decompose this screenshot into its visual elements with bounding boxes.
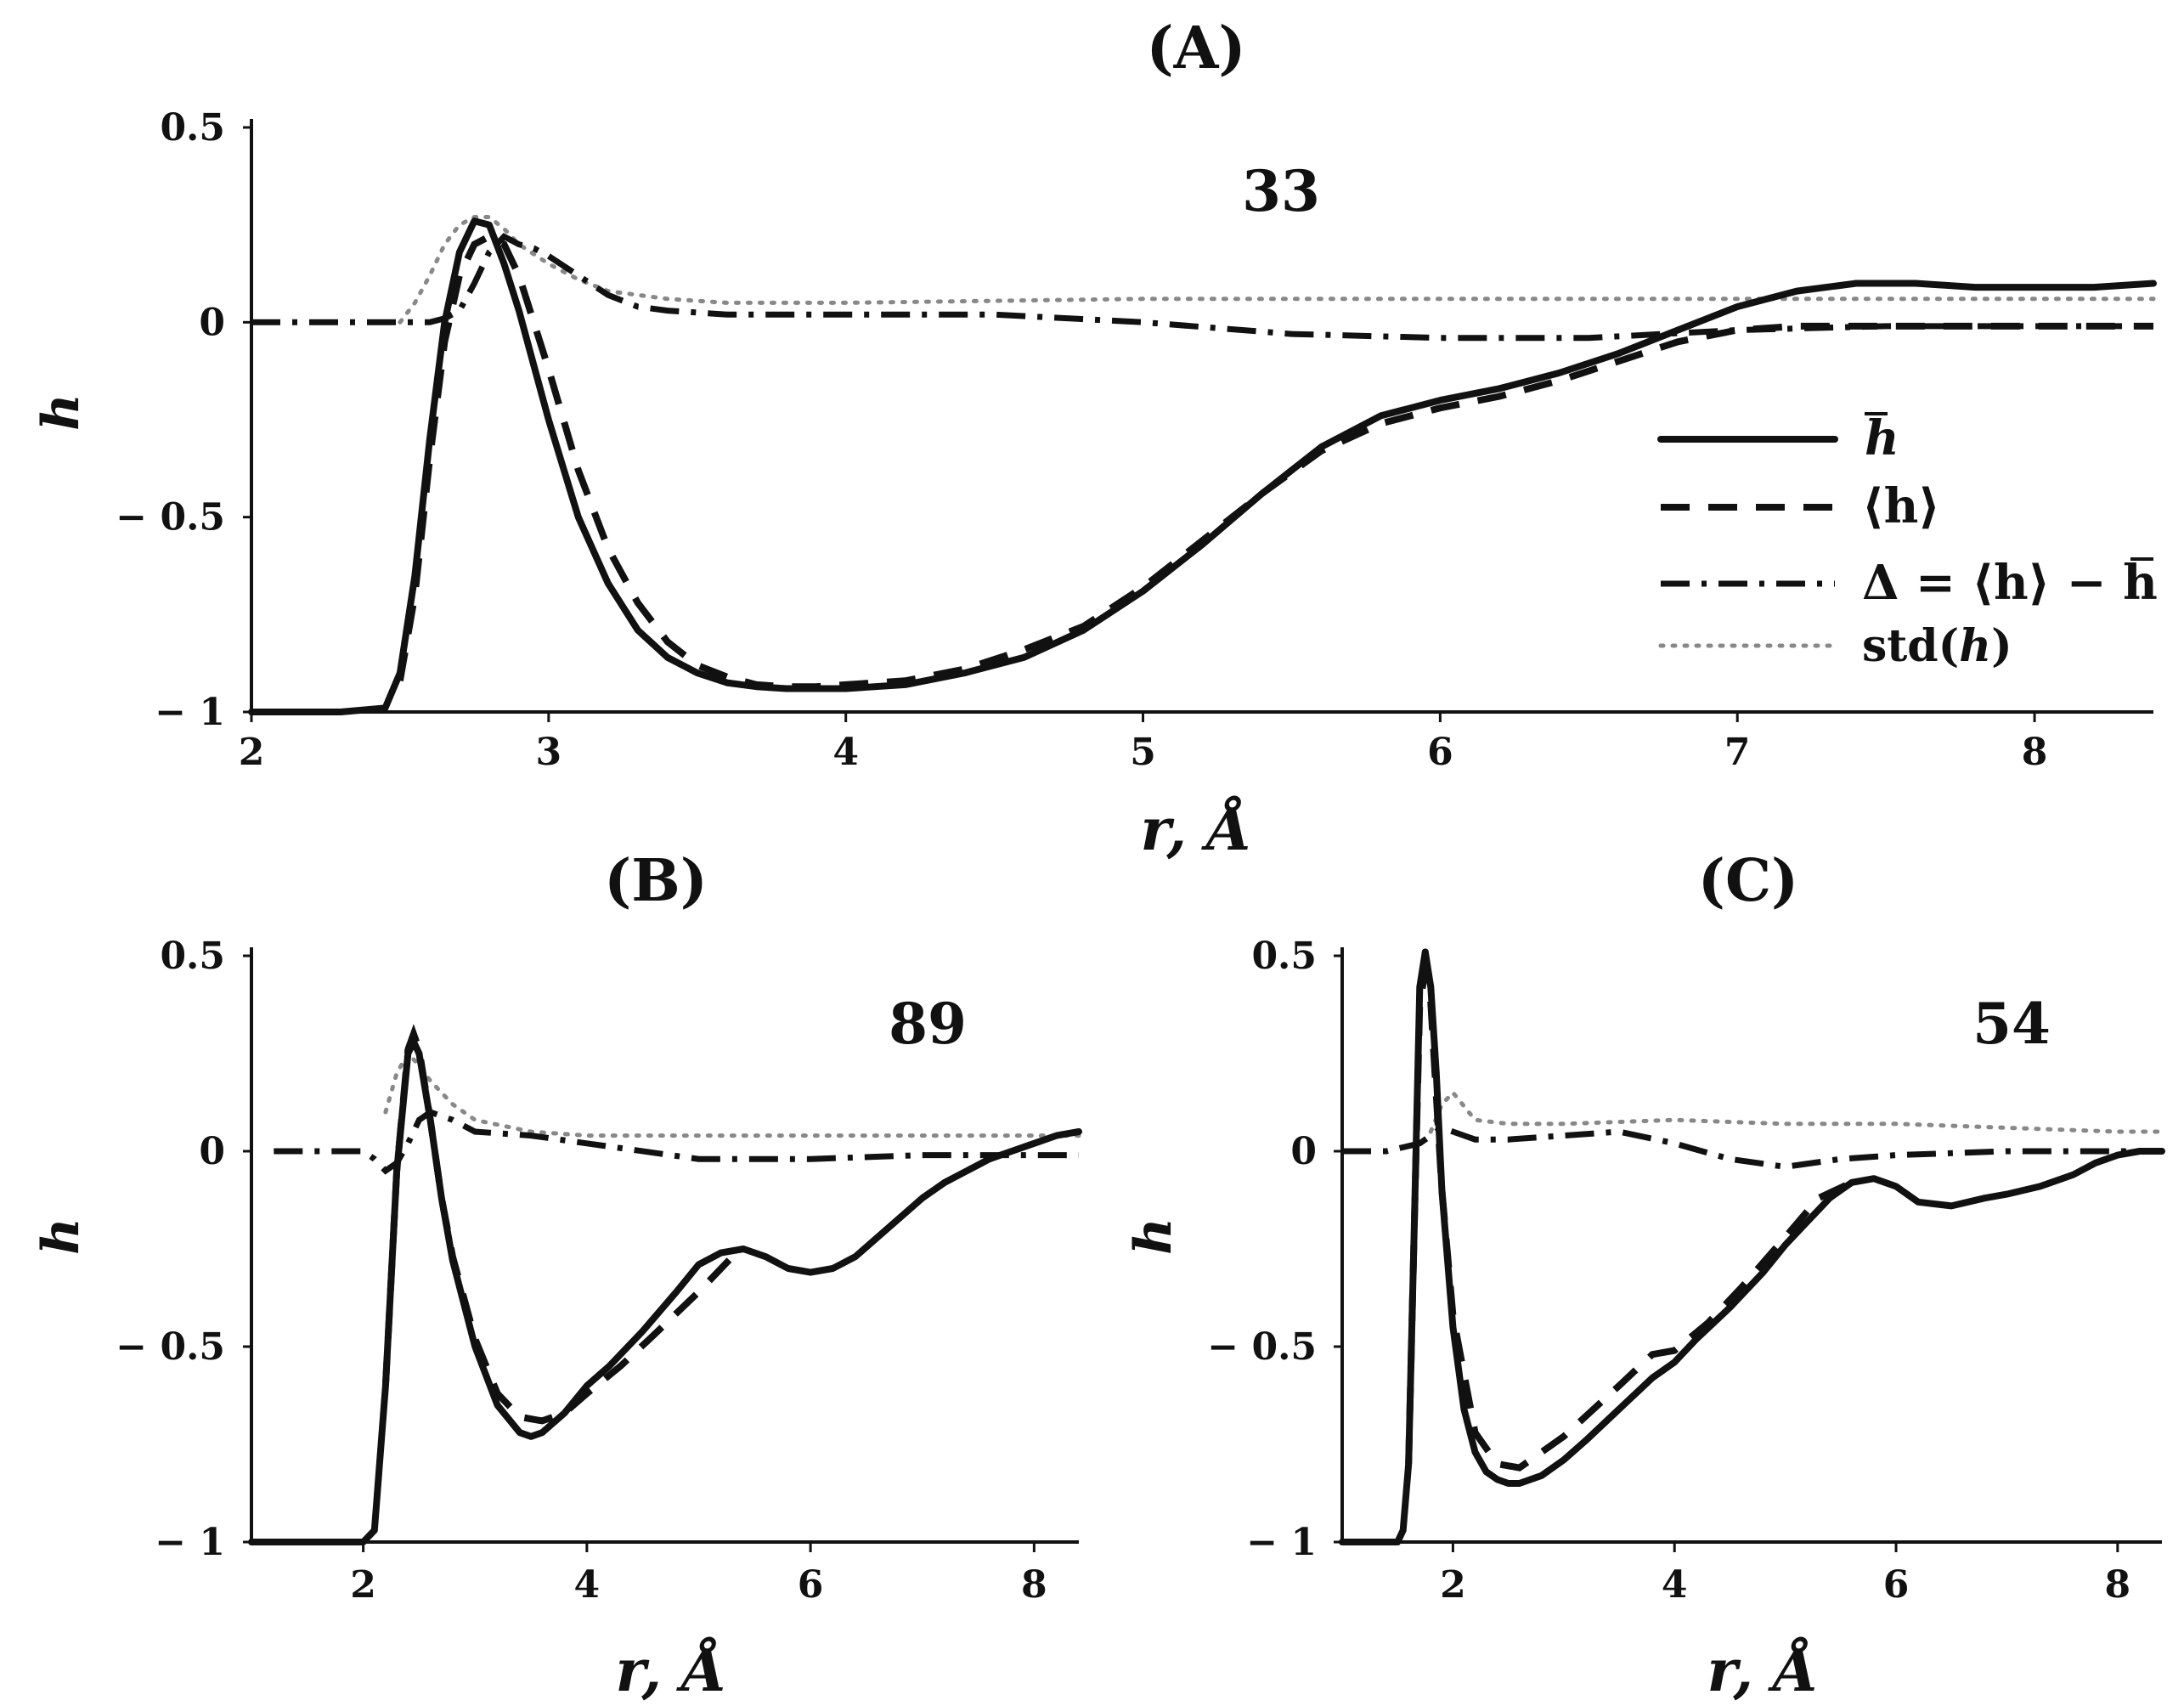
legend-std-label-italic: h	[1959, 620, 1991, 672]
panel-c-title: (C)	[1698, 847, 1798, 915]
panel-a-x-tick-label: 6	[1427, 731, 1453, 774]
legend-std-label-main: std(	[1862, 620, 1959, 672]
panel-b-y-tick-label: − 0.5	[116, 1325, 225, 1369]
panel-c-xlabel-text: r, Å	[1707, 1637, 1819, 1705]
panel-b-y-tick-label: − 1	[155, 1521, 225, 1564]
panel-b-x-tick-label: 6	[798, 1563, 824, 1607]
panel-b-title: (B)	[604, 847, 708, 915]
panel-c-y-tick-label: 0.5	[1251, 935, 1317, 978]
panel-b-series-mean-angle	[381, 1024, 735, 1425]
panel-a-x-tick-label: 7	[1724, 731, 1751, 774]
panel-c-x-tick-label: 8	[2105, 1563, 2131, 1607]
panel-c-plot: 2 4 6 8 0.5 0 − 0.5 − 1	[1207, 935, 2165, 1607]
panel-a-title: (A)	[1146, 14, 1245, 82]
legend-delta-label: Δ = ⟨h⟩ − h	[1862, 555, 2158, 611]
panel-a-series-std	[398, 215, 2156, 325]
panel-b-series-std	[383, 1049, 1081, 1138]
legend-mean-bar-label: h	[1865, 410, 1899, 466]
panel-b-xlabel: r, Å	[616, 1637, 727, 1705]
legend-std-label-rest: )	[1991, 620, 2012, 672]
panel-b-xlabel-text: r, Å	[616, 1637, 727, 1705]
panel-b-y-tick-label: 0	[199, 1130, 225, 1173]
panel-c-x-tick-label: 2	[1440, 1563, 1466, 1607]
legend-mean-angle-label: ⟨h⟩	[1862, 478, 1940, 534]
panel-b-plot: 2 4 6 8 0.5 0 − 0.5 − 1	[116, 935, 1082, 1607]
panel-b-series-delta	[274, 1109, 1079, 1175]
panel-a-legend: h ⟨h⟩ Δ = ⟨h⟩ − h std(h)	[1657, 410, 2158, 672]
panel-c-series-mean-bar	[1339, 948, 2165, 1545]
panel-c-series-mean-angle	[1405, 970, 1854, 1472]
panel-c-series-delta	[1342, 1124, 2162, 1170]
panel-b-annotation: 89	[889, 991, 967, 1057]
panel-a-annotation: 33	[1242, 158, 1320, 224]
panel-b-ylabel: h	[31, 1217, 91, 1255]
panel-a-x-tick-label: 2	[239, 731, 265, 774]
panel-b-y-tick-label: 0.5	[160, 935, 225, 978]
panel-a-xlabel-text: r, Å	[1141, 796, 1252, 864]
panel-a-y-tick-label: − 1	[155, 691, 225, 734]
panel-a-x-tick-label: 5	[1130, 731, 1156, 774]
panel-a-xlabel: r, Å	[1141, 796, 1252, 864]
legend-std-label: std(h)	[1862, 620, 2012, 672]
panel-c-annotation: 54	[1972, 991, 2051, 1057]
panel-c-x-tick-label: 6	[1883, 1563, 1910, 1607]
panel-b-x-tick-label: 2	[350, 1563, 376, 1607]
panel-b-x-tick-label: 8	[1021, 1563, 1047, 1607]
panel-c-y-tick-label: 0	[1290, 1130, 1317, 1173]
panel-a-x-tick-label: 8	[2022, 731, 2048, 774]
panel-c-series-std	[1428, 1089, 2164, 1134]
panel-a-series-mean-angle	[396, 232, 2153, 691]
panel-a-y-tick-label: 0.5	[160, 106, 225, 150]
panel-a-x-tick-label: 4	[832, 731, 859, 774]
panel-a-ylabel: h	[31, 393, 91, 431]
panel-c-x-tick-label: 4	[1662, 1563, 1688, 1607]
panel-a-y-tick-label: 0	[199, 301, 225, 344]
panel-a-series-mean-bar	[248, 217, 2157, 715]
panel-c-ylabel: h	[1124, 1217, 1183, 1255]
panel-b-x-tick-label: 4	[574, 1563, 601, 1607]
panel-c-y-tick-label: − 0.5	[1207, 1325, 1317, 1369]
panel-c-xlabel: r, Å	[1707, 1637, 1819, 1705]
panel-a-plot: 2 3 4 5 6 7 8 0.5 0 − 0.5 − 1	[116, 106, 2157, 774]
panel-c-y-tick-label: − 1	[1246, 1521, 1317, 1564]
panel-b-series-mean-bar	[248, 1038, 1082, 1545]
panel-a-y-tick-label: − 0.5	[116, 496, 225, 539]
panel-a-series-delta	[251, 233, 2153, 342]
panel-a-x-tick-label: 3	[536, 731, 562, 774]
